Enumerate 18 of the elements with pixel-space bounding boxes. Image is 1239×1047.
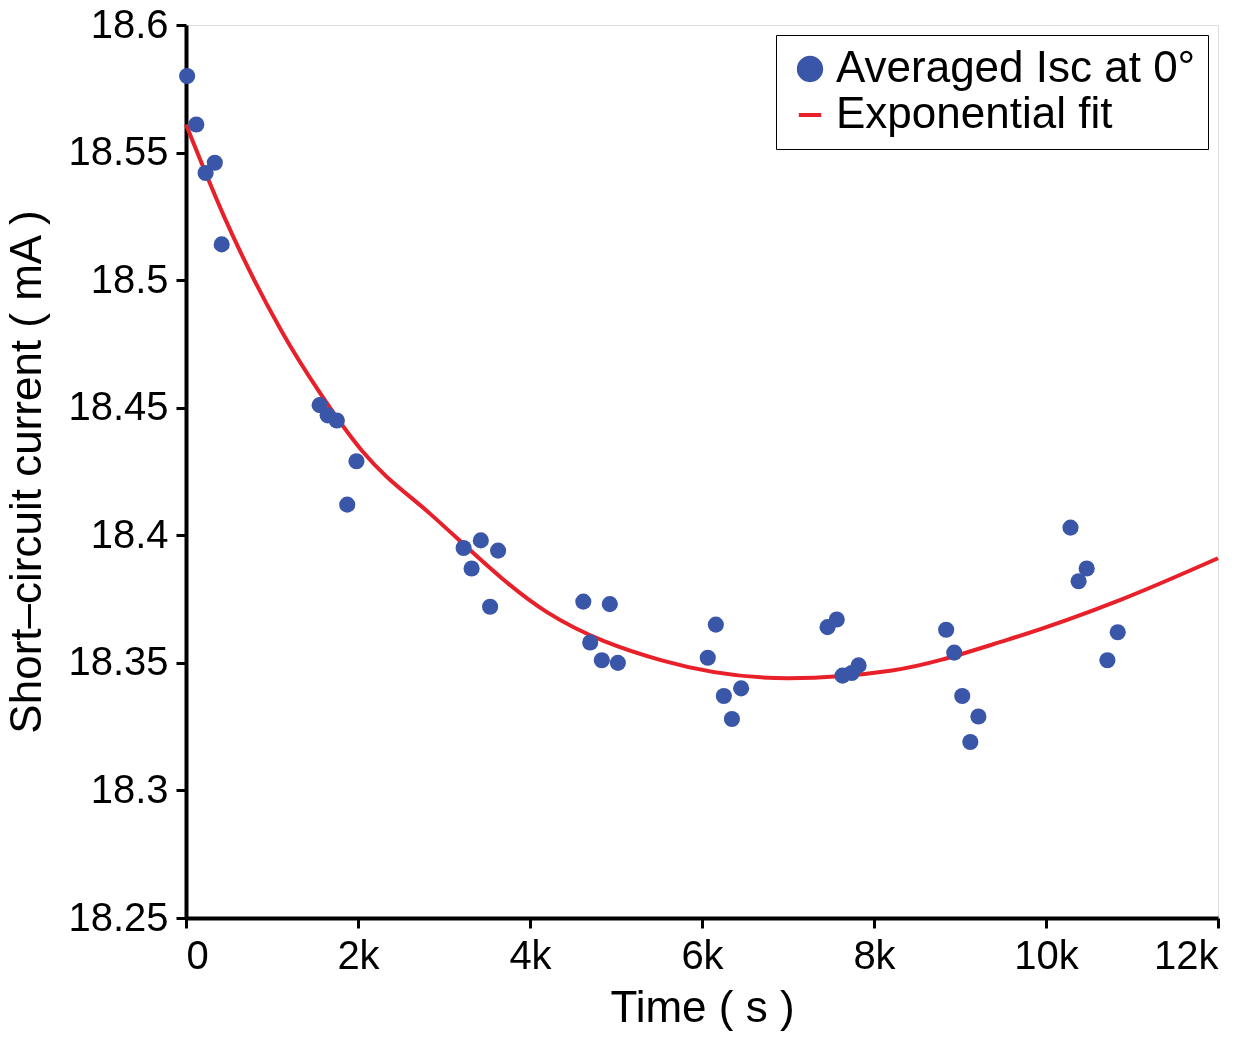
x-tick-label: 8k	[853, 932, 897, 977]
x-tick-label: 4k	[509, 932, 553, 977]
y-axis-title: Short–circuit current ( mA )	[1, 210, 51, 734]
y-tick-label: 18.3	[90, 766, 169, 811]
x-tick-label: 10k	[1014, 932, 1080, 977]
y-tick-label: 18.4	[90, 511, 169, 556]
y-tick-label: 18.6	[90, 1, 169, 46]
x-tick-label: 6k	[681, 932, 725, 977]
x-axis-title: Time ( s )	[610, 981, 795, 1031]
y-tick-label: 18.35	[68, 639, 169, 684]
legend-label: Averaged Isc at 0°	[836, 42, 1196, 91]
y-tick-label: 18.55	[68, 129, 169, 174]
y-tick-label: 18.25	[68, 894, 169, 939]
x-tick-label: 12k	[1154, 932, 1220, 977]
y-tick-label: 18.5	[90, 256, 169, 301]
x-tick-label: 2k	[337, 932, 381, 977]
y-tick-label: 18.45	[68, 384, 169, 429]
x-tick-label: 0	[186, 932, 209, 977]
